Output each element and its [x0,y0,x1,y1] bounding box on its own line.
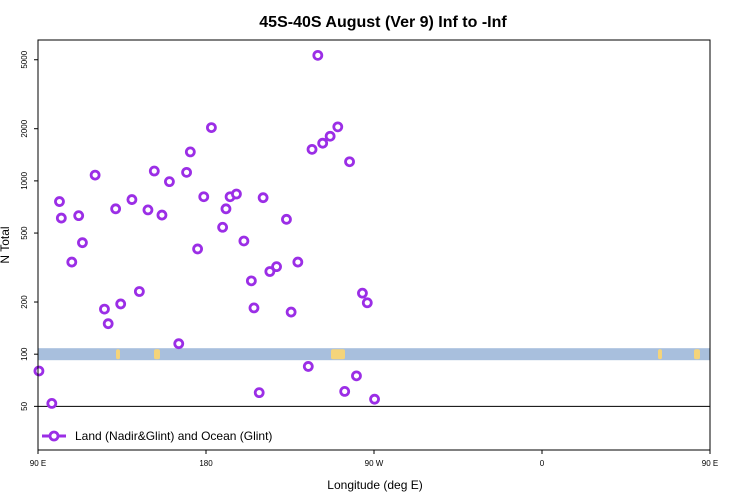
data-point [54,196,65,207]
data-points [33,49,380,409]
data-point [115,298,127,310]
data-point [184,146,196,158]
band-accent [154,349,160,360]
data-point [46,398,58,409]
plot-frame [37,39,711,451]
y-tick-label: 50 [20,401,29,410]
y-axis: 50 100 200 500 1000 2000 5000 [20,50,38,411]
data-point [339,385,351,397]
data-point [361,297,373,309]
data-point [133,286,145,297]
data-point [324,130,336,142]
data-point [231,188,242,200]
band-layer [38,348,710,361]
data-point [173,338,185,350]
data-point [217,221,229,233]
data-point [110,203,122,215]
data-point [271,261,282,273]
legend-marker [48,430,60,442]
data-point [66,256,78,268]
data-point [148,165,160,177]
data-point [73,210,85,222]
data-point [344,156,355,168]
data-point [369,393,380,405]
data-point [253,387,265,399]
data-point [156,209,168,221]
plot-area [33,39,711,451]
data-point [99,303,110,315]
x-tick-label: 90 W [365,459,384,468]
y-axis-label: N Total [0,226,12,263]
data-point [181,166,192,178]
value-band [38,348,710,361]
data-point [33,365,45,377]
data-point [164,176,175,188]
data-point [281,213,292,225]
y-tick-label: 2000 [20,119,29,137]
data-point [248,302,260,314]
y-tick-label: 200 [20,295,29,309]
data-point [89,169,101,181]
band-accent [116,349,120,360]
data-point [77,237,88,249]
data-point [192,243,204,255]
data-point [285,306,297,318]
x-tick-label: 90 E [702,459,718,468]
data-point [102,318,114,330]
data-point [306,143,318,155]
data-point [264,266,276,277]
data-point [245,275,257,287]
x-axis: 90 E 180 90 W 0 90 E [30,450,718,468]
x-axis-label: Longitude (deg E) [327,478,422,492]
data-point [317,137,329,149]
data-point [312,49,324,61]
data-point [351,370,362,382]
y-tick-label: 500 [20,226,29,240]
data-point [238,235,250,247]
y-tick-label: 5000 [20,50,29,68]
data-point [142,204,154,216]
x-tick-label: 180 [199,459,213,468]
band-accent [694,349,700,360]
chart-title: 45S-40S August (Ver 9) Inf to -Inf [259,14,507,31]
data-point [292,256,304,268]
y-tick-label: 100 [20,347,29,361]
legend: Land (Nadir&Glint) and Ocean (Glint) [42,429,272,443]
data-point [55,212,67,224]
data-point [206,122,217,133]
data-point [257,192,269,204]
legend-label: Land (Nadir&Glint) and Ocean (Glint) [75,429,272,443]
data-point [126,194,138,205]
x-tick-label: 90 E [30,459,46,468]
data-point [332,121,344,133]
data-point [220,203,232,215]
data-point [302,361,314,372]
y-tick-label: 1000 [20,171,29,189]
band-accent [331,349,345,360]
x-tick-label: 0 [540,459,545,468]
data-point [357,287,368,299]
data-point [198,191,210,203]
band-accent [658,349,662,360]
